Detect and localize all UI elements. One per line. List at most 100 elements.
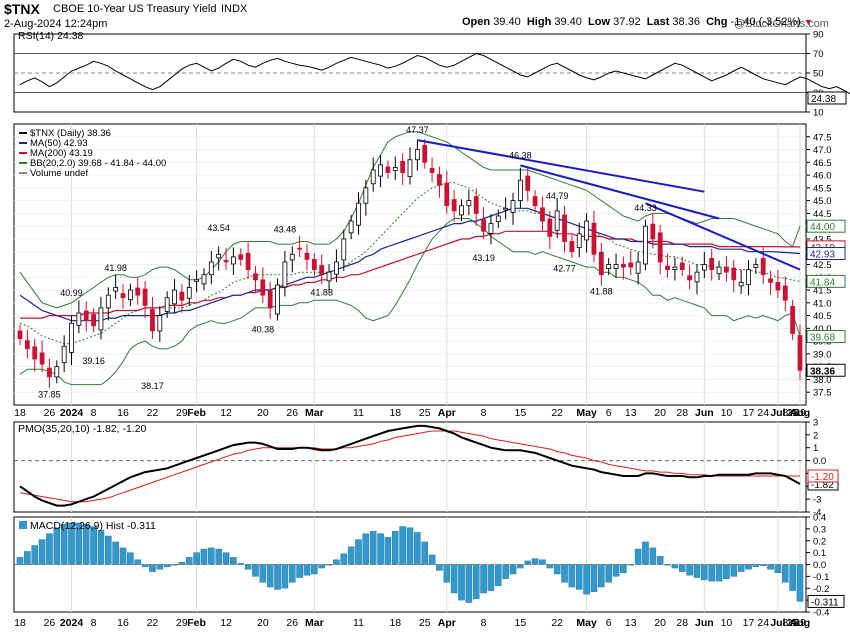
macd-histogram-bar [656, 555, 664, 565]
macd-legend: MACD(12,26,9) Hist -0.311 [30, 520, 156, 532]
macd-histogram-bar [149, 564, 156, 572]
macd-histogram-bar [97, 529, 105, 565]
x-axis-label-bottom: 29 [176, 617, 188, 629]
candle-body [422, 145, 428, 163]
x-axis-label: 13 [625, 407, 637, 419]
candle-body [142, 288, 148, 306]
macd-histogram-bar [436, 564, 443, 571]
ma50-line [19, 207, 801, 322]
candle-body [775, 281, 781, 291]
macd-histogram-bar [561, 564, 568, 583]
pmo-line [19, 424, 801, 507]
pmo-signal-line [19, 430, 800, 503]
macd-histogram-bar [575, 564, 583, 590]
chg-value: -1.40 (-3.52%) [730, 16, 801, 28]
macd-histogram-bar [399, 526, 406, 565]
price-tick-label: 38.0 [813, 375, 832, 386]
candle-body [679, 262, 685, 271]
macd-histogram-bar [266, 564, 274, 588]
low-value: 37.92 [613, 16, 641, 28]
macd-axis-tick-label: 0.1 [813, 548, 826, 559]
macd-histogram-bar [642, 541, 649, 565]
macd-histogram-bar [406, 527, 414, 565]
candle-body [201, 274, 207, 285]
rsi-axis-tick-label: 90 [813, 30, 824, 41]
candle-body [459, 205, 464, 216]
price-tick-label: 42.5 [813, 260, 832, 271]
candle-body [164, 297, 170, 312]
candle-body [635, 261, 641, 274]
ohlc-readout: Open 39.40 High 39.40 Low 37.92 Last 38.… [462, 16, 813, 28]
pmo-axis-tick-label: -4 [813, 508, 821, 519]
watermark: @StockCharts.com [734, 18, 829, 30]
x-axis-label: 10 [721, 407, 733, 419]
macd-histogram-bar [193, 552, 200, 565]
pmo-label-box [807, 469, 839, 483]
pmo-legend: PMO(35,20,10) -1.82, -1.20 [18, 423, 147, 435]
x-axis-label: 26 [44, 407, 56, 419]
candle-body [510, 200, 516, 213]
trendline [645, 202, 801, 271]
candle-body [414, 149, 420, 161]
timestamp: 2-Aug-2024 12:24pm [4, 18, 108, 30]
candle-body [385, 166, 391, 173]
macd-histogram-bar [517, 564, 524, 569]
macd-histogram-bar [163, 564, 171, 568]
candle-body [400, 160, 406, 173]
candle-body [24, 340, 30, 350]
macd-histogram-bar [288, 564, 296, 583]
high-value: 39.40 [554, 16, 582, 28]
x-axis-label-bottom: 15 [787, 617, 799, 629]
macd-last-value: -0.311 [811, 597, 839, 608]
macd-histogram-bar [377, 533, 384, 565]
macd-histogram-bar [539, 559, 546, 565]
x-axis-label-bottom: Jun [695, 617, 714, 629]
candle-body [613, 264, 619, 269]
last-value: 38.36 [672, 16, 700, 28]
candle-body [39, 352, 45, 365]
price-legend-entry: $TNX (Daily) 38.36 [30, 128, 111, 139]
candle-body [407, 159, 413, 178]
candle-body [716, 266, 722, 275]
price-tick-label: 37.5 [813, 388, 832, 399]
x-axis-label: 11 [353, 407, 364, 419]
macd-histogram-bar [318, 564, 325, 569]
rsi-last-box [807, 91, 847, 105]
price-annotation: 39.16 [82, 356, 105, 366]
x-axis-label-bottom: 22 [787, 617, 799, 629]
price-label-box [806, 219, 846, 233]
x-axis-label-bottom: 24 [757, 617, 769, 629]
x-axis-label-bottom: 25 [419, 617, 431, 629]
macd-histogram-bar [355, 539, 362, 565]
macd-histogram-bar [296, 564, 303, 578]
macd-histogram-bar [208, 547, 215, 565]
candle-body [790, 305, 796, 334]
macd-histogram-bar [127, 552, 134, 565]
x-axis-label: 25 [419, 407, 431, 419]
x-axis-label: Apr [438, 407, 456, 419]
x-axis-label-bottom: 28 [676, 617, 688, 629]
symbol-title: $TNX [4, 1, 40, 17]
macd-histogram-bar [502, 564, 509, 579]
x-axis-label: 17 [743, 407, 755, 419]
x-axis-label: 8 [782, 407, 788, 419]
trendline [520, 164, 720, 220]
pmo-axis-tick-label: 0.0 [813, 456, 826, 467]
macd-histogram-bar [752, 564, 760, 568]
bollinger-lower-line [19, 218, 801, 386]
x-axis-label-bottom: 20 [654, 617, 666, 629]
rsi-axis-tick-label: 50 [813, 69, 824, 80]
price-right-label: 38.36 [810, 366, 835, 377]
price-annotation: 38.17 [141, 381, 164, 391]
macd-histogram-bar [31, 545, 38, 565]
candle-body [282, 261, 288, 288]
pmo-axis-tick-label: 2 [813, 430, 818, 441]
candle-body [47, 367, 52, 378]
x-axis-label-bottom: 26 [286, 617, 298, 629]
candle-body [768, 278, 773, 283]
macd-histogram-bar [480, 564, 487, 594]
candle-body [253, 273, 258, 281]
open-label: Open [462, 16, 491, 28]
candle-body [569, 241, 575, 253]
price-annotation: 42.77 [553, 264, 576, 274]
